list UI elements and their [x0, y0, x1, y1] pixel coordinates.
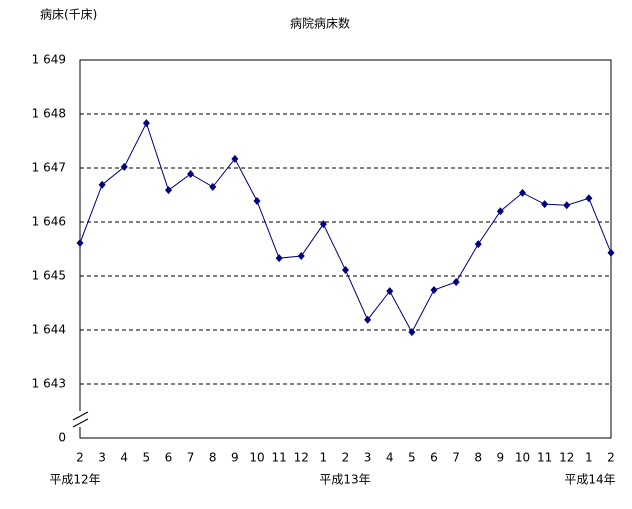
x-tick-label: 6 — [165, 451, 173, 465]
series-line — [79, 121, 612, 334]
x-tick-label: 12 — [559, 451, 574, 465]
data-point — [187, 169, 195, 178]
data-point — [76, 239, 84, 248]
x-tick-label: 2 — [607, 451, 615, 465]
data-point — [563, 201, 571, 210]
data-point — [209, 182, 217, 191]
data-point — [253, 196, 261, 205]
data-point — [408, 328, 416, 337]
x-tick-label: 1 — [585, 451, 593, 465]
x-tick-label: 8 — [209, 451, 217, 465]
data-point — [541, 200, 549, 209]
y-tick-label: 1 644 — [32, 323, 66, 337]
y-tick-label: 1 648 — [32, 107, 66, 121]
x-tick-label: 10 — [249, 451, 264, 465]
data-point — [585, 194, 593, 203]
y-tick-label: 1 645 — [32, 269, 66, 283]
data-point — [364, 315, 372, 324]
x-tick-label: 3 — [364, 451, 372, 465]
data-point — [275, 254, 283, 263]
x-tick-label: 5 — [143, 451, 151, 465]
x-tick-label: 1 — [320, 451, 328, 465]
x-tick-label: 9 — [231, 451, 239, 465]
data-point — [319, 220, 327, 229]
x-tick-label: 9 — [497, 451, 505, 465]
y-tick-label: 1 643 — [32, 377, 66, 391]
data-point — [98, 180, 106, 189]
plot-frame — [79, 59, 612, 439]
x-tick-label: 7 — [187, 451, 195, 465]
y-tick-label: 1 649 — [32, 53, 66, 67]
y-tick-label: 1 646 — [32, 215, 66, 229]
axis-break — [72, 418, 89, 428]
data-point — [496, 207, 504, 216]
chart-title: 病院病床数 — [290, 16, 350, 31]
data-point — [430, 286, 438, 295]
data-point — [297, 252, 305, 261]
era-label: 平成14年 — [564, 473, 615, 487]
x-tick-label: 5 — [408, 451, 416, 465]
x-tick-label: 6 — [430, 451, 438, 465]
x-tick-label: 10 — [515, 451, 530, 465]
x-tick-label: 11 — [537, 451, 552, 465]
x-tick-label: 3 — [98, 451, 106, 465]
y-tick-label: 1 647 — [32, 161, 66, 175]
x-tick-label: 4 — [386, 451, 394, 465]
x-tick-label: 8 — [474, 451, 482, 465]
data-point — [120, 162, 128, 171]
data-point — [231, 154, 239, 163]
x-tick-label: 11 — [271, 451, 286, 465]
data-point — [474, 240, 482, 249]
data-point — [142, 119, 150, 128]
data-point — [342, 266, 349, 275]
axis-break-label: 0 — [58, 431, 66, 445]
axis-break-gap — [72, 411, 88, 427]
data-point — [386, 287, 394, 296]
data-point — [452, 277, 460, 286]
axis-break — [72, 411, 89, 421]
data-point — [607, 248, 615, 257]
x-tick-label: 12 — [294, 451, 309, 465]
data-point — [165, 186, 172, 195]
era-label: 平成13年 — [319, 473, 370, 487]
era-label: 平成12年 — [49, 473, 100, 487]
x-tick-label: 4 — [120, 451, 128, 465]
y-axis-label: 病床(千床) — [40, 7, 97, 22]
x-tick-label: 7 — [452, 451, 460, 465]
data-point — [519, 188, 526, 197]
x-tick-label: 2 — [342, 451, 350, 465]
x-tick-label: 2 — [76, 451, 84, 465]
